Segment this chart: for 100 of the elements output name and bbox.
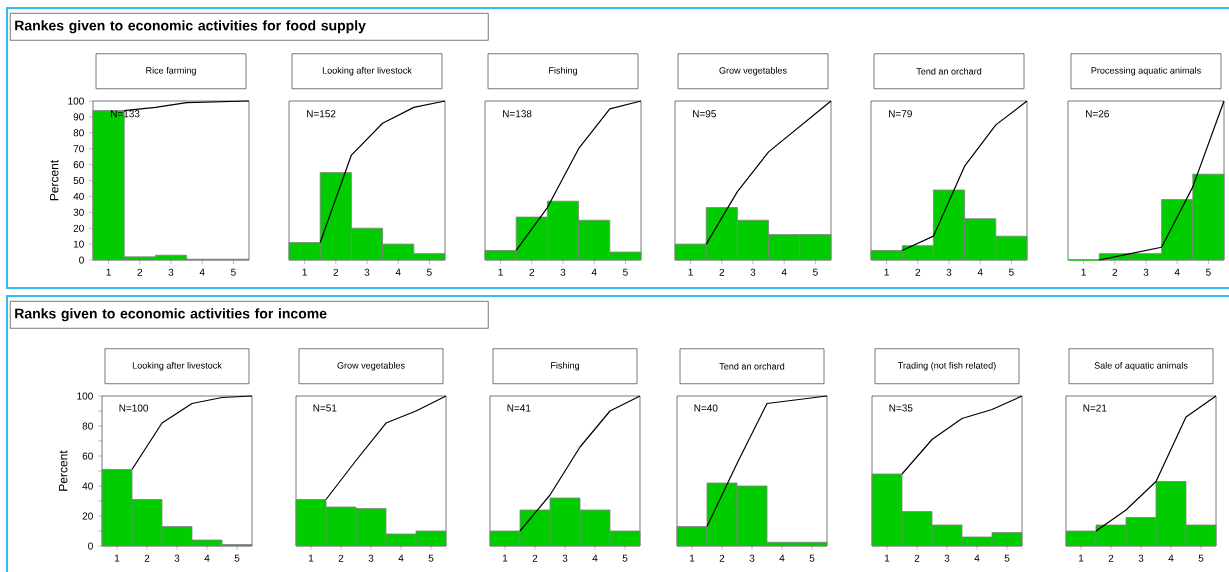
x-tick-label: 4 [977,268,983,276]
x-tick-label: 5 [809,554,815,562]
chart-title: Sale of aquatic animals [1094,362,1188,371]
x-tick-label: 2 [719,554,725,562]
x-tick-label: 1 [884,554,890,562]
annotation: N=138 [503,110,532,118]
x-tick-label: 2 [529,268,535,276]
y-axis-title: Percent [50,159,59,201]
x-tick-label: 1 [1078,554,1084,562]
x-tick-label: 4 [779,554,785,562]
x-tick-label: 5 [1004,554,1010,562]
x-tick-label: 2 [915,268,921,276]
x-tick-label: 3 [364,268,370,276]
y-tick-label: 50 [73,176,84,185]
y-axis-title: Percent [59,450,68,491]
x-tick-label: 4 [1174,268,1180,276]
y-tick-label: 60 [82,452,93,460]
x-tick-label: 3 [1138,554,1144,562]
x-tick-label: 3 [750,268,756,276]
y-tick-label: 70 [73,145,84,153]
x-tick-label: 1 [106,268,111,276]
chart-title: Tend an orchard [916,67,982,75]
x-tick-label: 5 [1206,268,1211,276]
x-tick-label: 5 [427,268,432,276]
x-tick-label: 3 [368,554,374,562]
chart-title: Fishing [551,362,580,371]
x-tick-label: 4 [591,268,597,276]
annotation: N=21 [1083,404,1107,412]
text: Rankes given to economic activities for food supply [15,20,366,34]
chart-title: Trading (not fish related) [898,362,996,371]
x-tick-label: 4 [781,268,787,276]
x-tick-label: 2 [914,554,920,562]
x-tick-label: 4 [395,268,401,276]
x-tick-label: 1 [302,268,307,276]
x-tick-label: 5 [428,554,434,562]
x-tick-label: 1 [308,554,314,562]
x-tick-label: 1 [689,554,695,562]
x-tick-label: 3 [1143,268,1149,276]
annotation: N=41 [507,404,531,412]
chart-title: Grow vegetables [337,362,405,371]
x-tick-label: 1 [498,268,503,276]
chart-title: Processing aquatic animals [1091,67,1201,76]
y-tick-label: 40 [73,192,84,200]
annotation: N=26 [1086,110,1109,118]
x-tick-label: 3 [562,554,568,562]
x-tick-label: 2 [532,554,538,562]
y-tick-label: 100 [68,97,84,105]
x-tick-label: 3 [946,268,952,276]
annotation: N=51 [313,404,337,412]
y-tick-label: 20 [82,512,93,520]
x-tick-label: 3 [168,268,174,276]
x-tick-label: 2 [1112,268,1118,276]
x-tick-label: 5 [1009,268,1014,276]
x-tick-label: 4 [592,554,598,562]
chart-title: Tend an orchard [719,362,785,370]
chart-title: Grow vegetables [719,67,787,76]
x-tick-label: 2 [137,268,143,276]
x-tick-label: 2 [719,268,725,276]
y-tick-label: 30 [73,208,84,216]
x-tick-label: 1 [1081,268,1086,276]
annotation: N=100 [119,404,149,412]
x-tick-label: 5 [234,554,240,562]
x-tick-label: 2 [1108,554,1114,562]
chart-title: Looking after livestock [322,67,412,76]
y-tick-label: 10 [73,240,84,248]
annotation: N=95 [693,110,716,118]
y-tick-label: 90 [73,113,84,121]
y-tick-label: 80 [73,129,84,137]
annotation: N=152 [307,110,336,118]
x-tick-label: 2 [338,554,344,562]
x-tick-label: 4 [199,268,205,276]
x-tick-label: 4 [398,554,404,562]
text: Ranks given to economic activities for income [15,308,327,322]
x-tick-label: 2 [333,268,339,276]
y-tick-label: 80 [82,422,93,430]
chart-title: Rice farming [146,67,196,76]
annotation: N=79 [889,110,912,118]
x-tick-label: 1 [884,268,889,276]
x-tick-label: 4 [1168,554,1174,562]
x-tick-label: 5 [1198,554,1204,562]
y-tick-label: 40 [82,482,93,490]
x-tick-label: 5 [622,554,628,562]
x-tick-label: 3 [749,554,755,562]
x-tick-label: 3 [944,554,950,562]
x-tick-label: 4 [974,554,980,562]
x-tick-label: 5 [623,268,628,276]
annotation: N=35 [889,404,913,412]
x-tick-label: 2 [144,554,150,562]
x-tick-label: 3 [174,554,180,562]
x-tick-label: 5 [231,268,236,276]
y-tick-label: 60 [73,161,84,169]
x-tick-label: 5 [813,268,818,276]
x-tick-label: 1 [688,268,693,276]
annotation: N=40 [694,404,718,412]
chart-title: Fishing [549,67,578,76]
x-tick-label: 1 [502,554,508,562]
x-tick-label: 3 [560,268,566,276]
y-tick-label: 20 [73,224,84,232]
x-tick-label: 1 [114,554,120,562]
y-tick-label: 100 [77,392,93,400]
